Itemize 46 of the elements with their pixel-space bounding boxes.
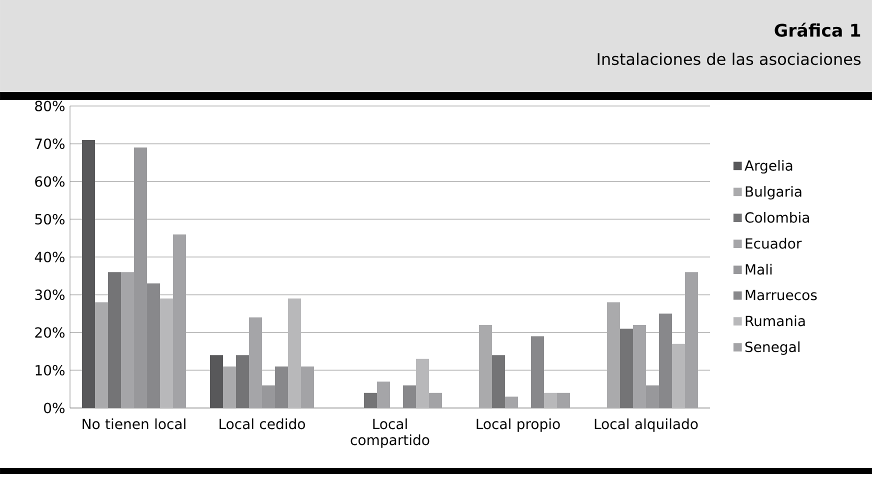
legend-label: Rumania [746, 315, 805, 326]
y-tick-label: 30% [35, 289, 65, 300]
bar [672, 344, 685, 408]
bar [632, 324, 646, 408]
x-tick-label: Local propio [476, 418, 560, 432]
legend-label: Bulgaria [746, 186, 802, 200]
x-tick-label: No tienen local [82, 418, 186, 430]
y-tick-label: 80% [35, 100, 65, 112]
bar [646, 385, 659, 408]
x-tick-label: Local cedido [220, 418, 305, 430]
x-tick-label: Local alquilado [594, 418, 698, 432]
bar [556, 392, 570, 408]
x-tick-label: Local compartido [350, 418, 430, 448]
y-tick-label: 20% [35, 327, 65, 338]
y-tick-label: 50% [35, 214, 65, 225]
bar [173, 234, 186, 408]
chart-subtitle: Instalaciones de las asociaciones [598, 52, 861, 66]
y-tick-label: 0% [44, 402, 65, 414]
bar [82, 140, 96, 408]
bar [223, 366, 236, 408]
bar [121, 272, 134, 408]
bar [249, 317, 262, 408]
bar [479, 324, 492, 408]
bar [684, 272, 698, 408]
legend-label: Marruecos [746, 290, 817, 300]
y-tick-label: 70% [35, 138, 65, 150]
legend-label: Ecuador [746, 238, 802, 249]
y-tick-label: 10% [36, 364, 65, 376]
legend-label: Senegal [745, 341, 800, 355]
bar [429, 392, 442, 408]
bar [606, 302, 620, 408]
y-tick-label: 40% [34, 252, 65, 262]
bar [544, 392, 557, 408]
legend-label: Colombia [745, 212, 809, 223]
bar [210, 355, 224, 408]
y-tick-label: 60% [35, 176, 65, 187]
bar [134, 148, 148, 408]
bar [95, 302, 108, 408]
text: Gráfica 1 [774, 22, 860, 37]
legend-label: Mali [746, 264, 772, 275]
bar [160, 298, 174, 408]
bar [377, 382, 390, 408]
bar [301, 366, 314, 408]
bar [262, 385, 276, 408]
legend-label: Argelia [744, 160, 792, 174]
bar [504, 396, 518, 408]
